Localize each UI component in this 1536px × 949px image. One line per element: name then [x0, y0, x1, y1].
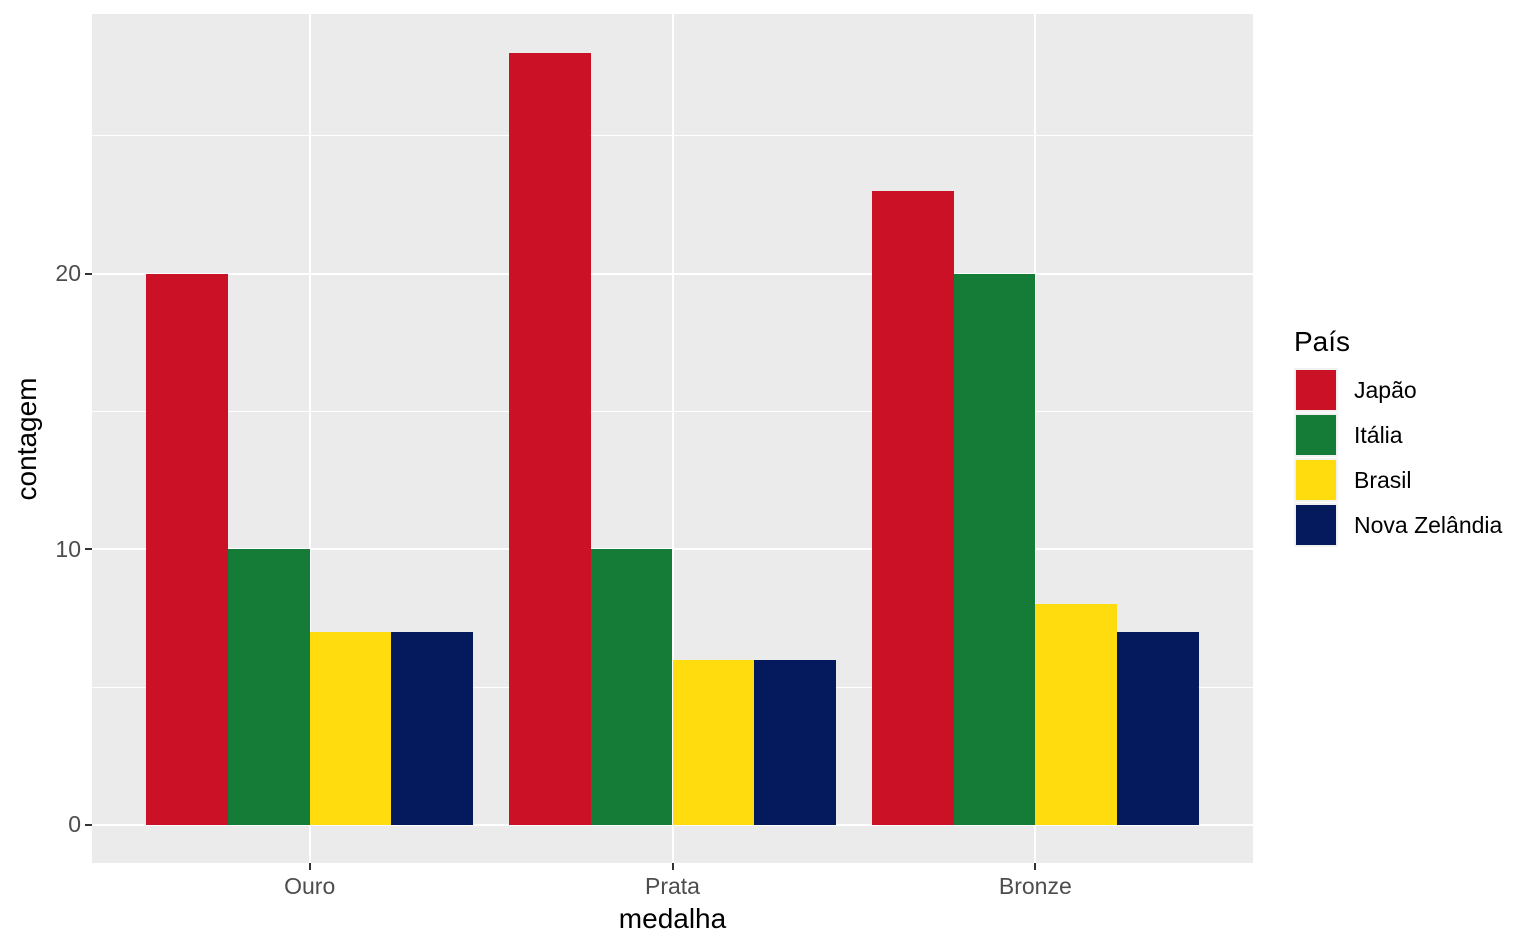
x-axis-tick-mark [671, 863, 674, 870]
legend-entries: Japão Itália Brasil Nova Zelândia [1294, 368, 1502, 547]
legend-label: Japão [1354, 377, 1417, 403]
legend-key [1294, 458, 1338, 502]
gridline-major-vertical [308, 14, 311, 863]
legend-title: País [1294, 326, 1351, 357]
legend-entry: Japão [1294, 368, 1502, 412]
legend-entry: Nova Zelândia [1294, 503, 1502, 547]
bar-prata-2 [590, 549, 673, 825]
bar-ouro-3 [309, 632, 392, 825]
bar-bronze-3 [1035, 604, 1117, 825]
x-axis-tick-mark [308, 863, 311, 870]
bar-bronze-1 [872, 190, 954, 825]
gridline-major-vertical [671, 14, 674, 863]
legend-entry: Itália [1294, 413, 1502, 457]
y-axis-tick-mark [85, 548, 92, 551]
x-axis-tick-mark [1034, 863, 1037, 870]
bar-ouro-1 [146, 273, 229, 825]
bar-prata-3 [672, 659, 755, 825]
legend-key [1294, 368, 1338, 412]
legend-swatch-japão [1296, 370, 1336, 410]
plot-panel [92, 14, 1253, 863]
x-axis-tick-label: Prata [645, 873, 700, 899]
legend-label: Nova Zelândia [1354, 512, 1503, 538]
legend-swatch-itália [1296, 415, 1336, 455]
y-axis-tick-label: 10 [55, 535, 81, 562]
legend-swatch-brasil [1296, 460, 1336, 500]
x-axis-title: medalha [618, 903, 727, 934]
x-axis-tick-label: Bronze [998, 873, 1072, 899]
y-axis-tick-label: 20 [55, 260, 81, 287]
legend: País Japão Itália Brasil Nova Zelândia [1294, 327, 1502, 548]
x-axis-tick-label: Ouro [284, 873, 336, 899]
y-axis-tick-mark [85, 272, 92, 275]
y-axis-tick-mark [85, 823, 92, 826]
bar-ouro-2 [228, 549, 310, 825]
legend-label: Itália [1354, 422, 1403, 448]
bar-prata-1 [509, 53, 591, 825]
y-axis-tick-label: 0 [68, 811, 81, 838]
legend-key [1294, 413, 1338, 457]
bar-ouro-4 [391, 632, 473, 825]
legend-label: Brasil [1354, 467, 1412, 493]
bar-bronze-4 [1116, 632, 1199, 825]
legend-key [1294, 503, 1338, 547]
legend-swatch-nova-zelândia [1296, 505, 1336, 545]
bar-bronze-2 [953, 273, 1036, 825]
bar-prata-4 [754, 659, 836, 825]
legend-entry: Brasil [1294, 458, 1502, 502]
gridline-major-vertical [1034, 14, 1037, 863]
